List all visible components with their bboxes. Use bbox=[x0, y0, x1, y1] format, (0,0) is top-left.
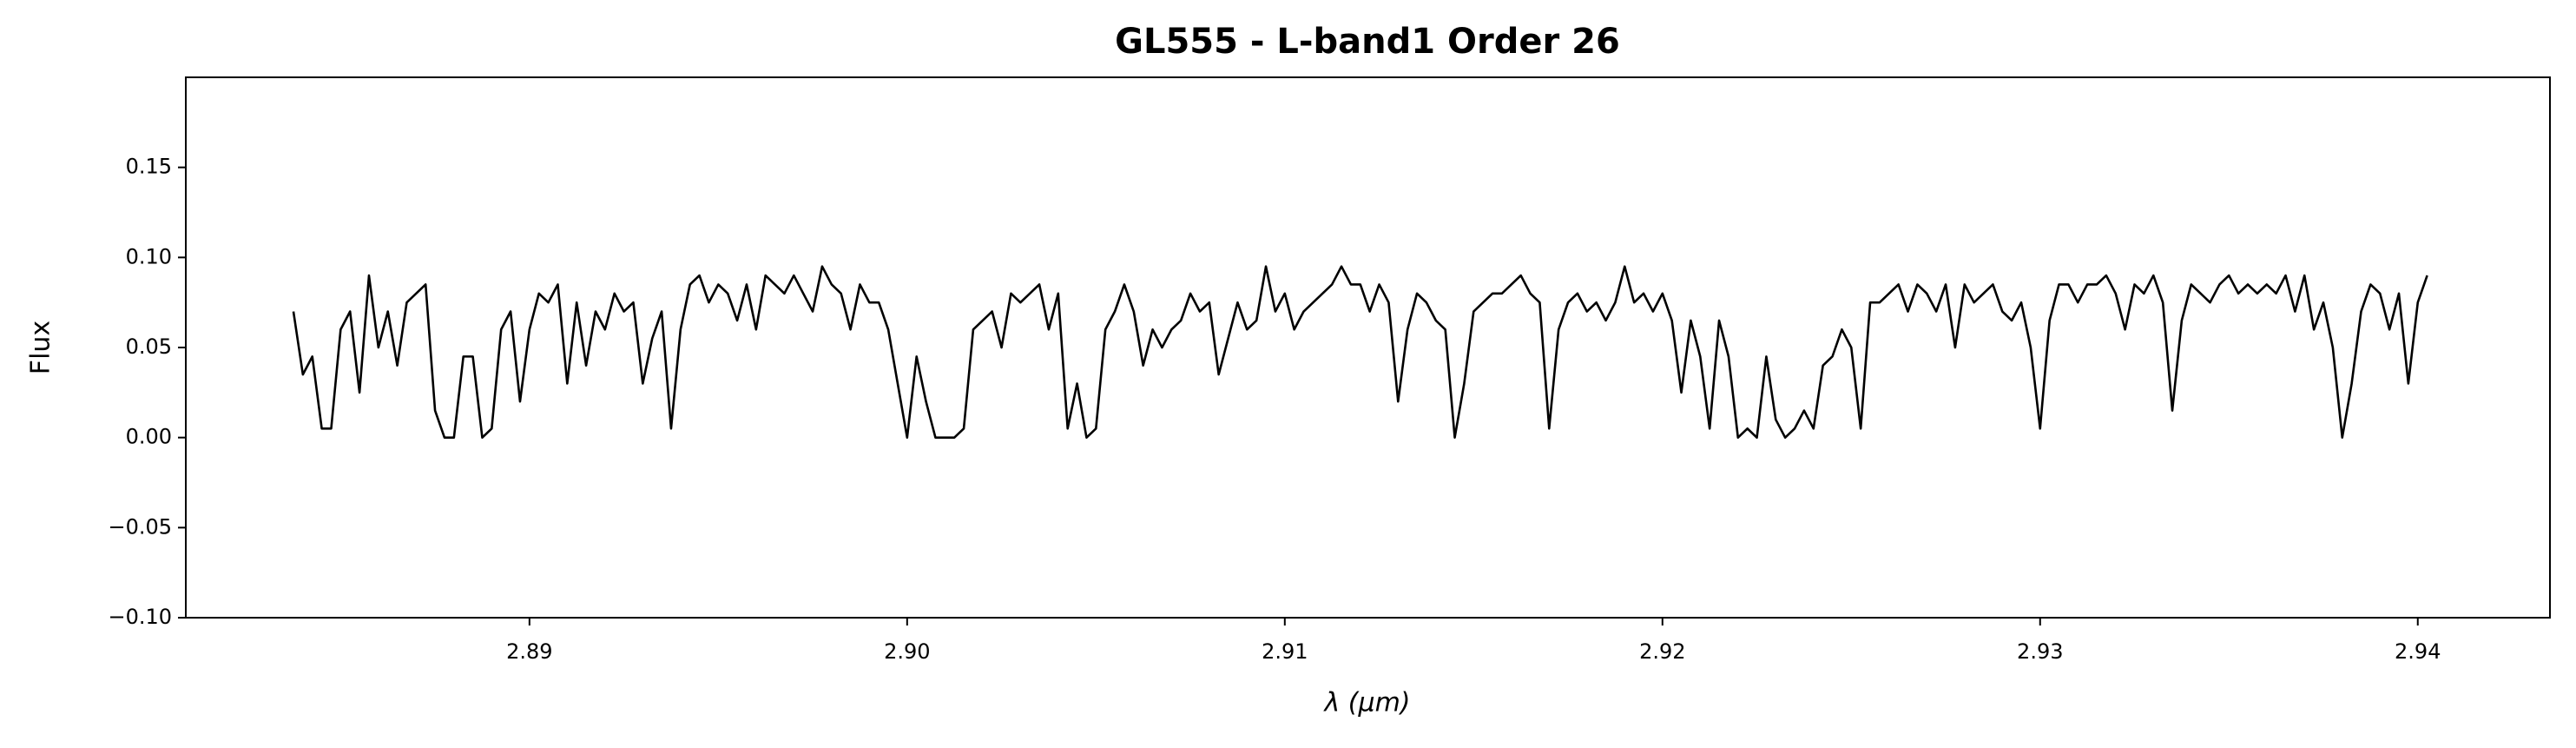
y-tick-label: 0.00 bbox=[126, 425, 172, 449]
y-tick-label: −0.05 bbox=[108, 514, 172, 539]
x-tick-label: 2.94 bbox=[2395, 639, 2441, 664]
y-tick-label: −0.10 bbox=[108, 605, 172, 629]
y-tick-label: 0.15 bbox=[126, 155, 172, 179]
spectrum-line bbox=[292, 265, 2428, 439]
x-tick-label: 2.89 bbox=[506, 639, 552, 664]
x-tick-label: 2.93 bbox=[2017, 639, 2063, 664]
x-tick-label: 2.91 bbox=[1262, 639, 1308, 664]
x-tick-label: 2.90 bbox=[884, 639, 930, 664]
x-tick-label: 2.92 bbox=[1639, 639, 1685, 664]
x-axis-label: λ (μm) bbox=[1322, 688, 1410, 718]
plot-frame bbox=[185, 76, 2551, 619]
chart-title: GL555 - L-band1 Order 26 bbox=[1115, 22, 1620, 62]
y-axis-label: Flux bbox=[26, 321, 56, 374]
y-tick-label: 0.10 bbox=[126, 244, 172, 268]
y-tick-label: 0.05 bbox=[126, 334, 172, 359]
